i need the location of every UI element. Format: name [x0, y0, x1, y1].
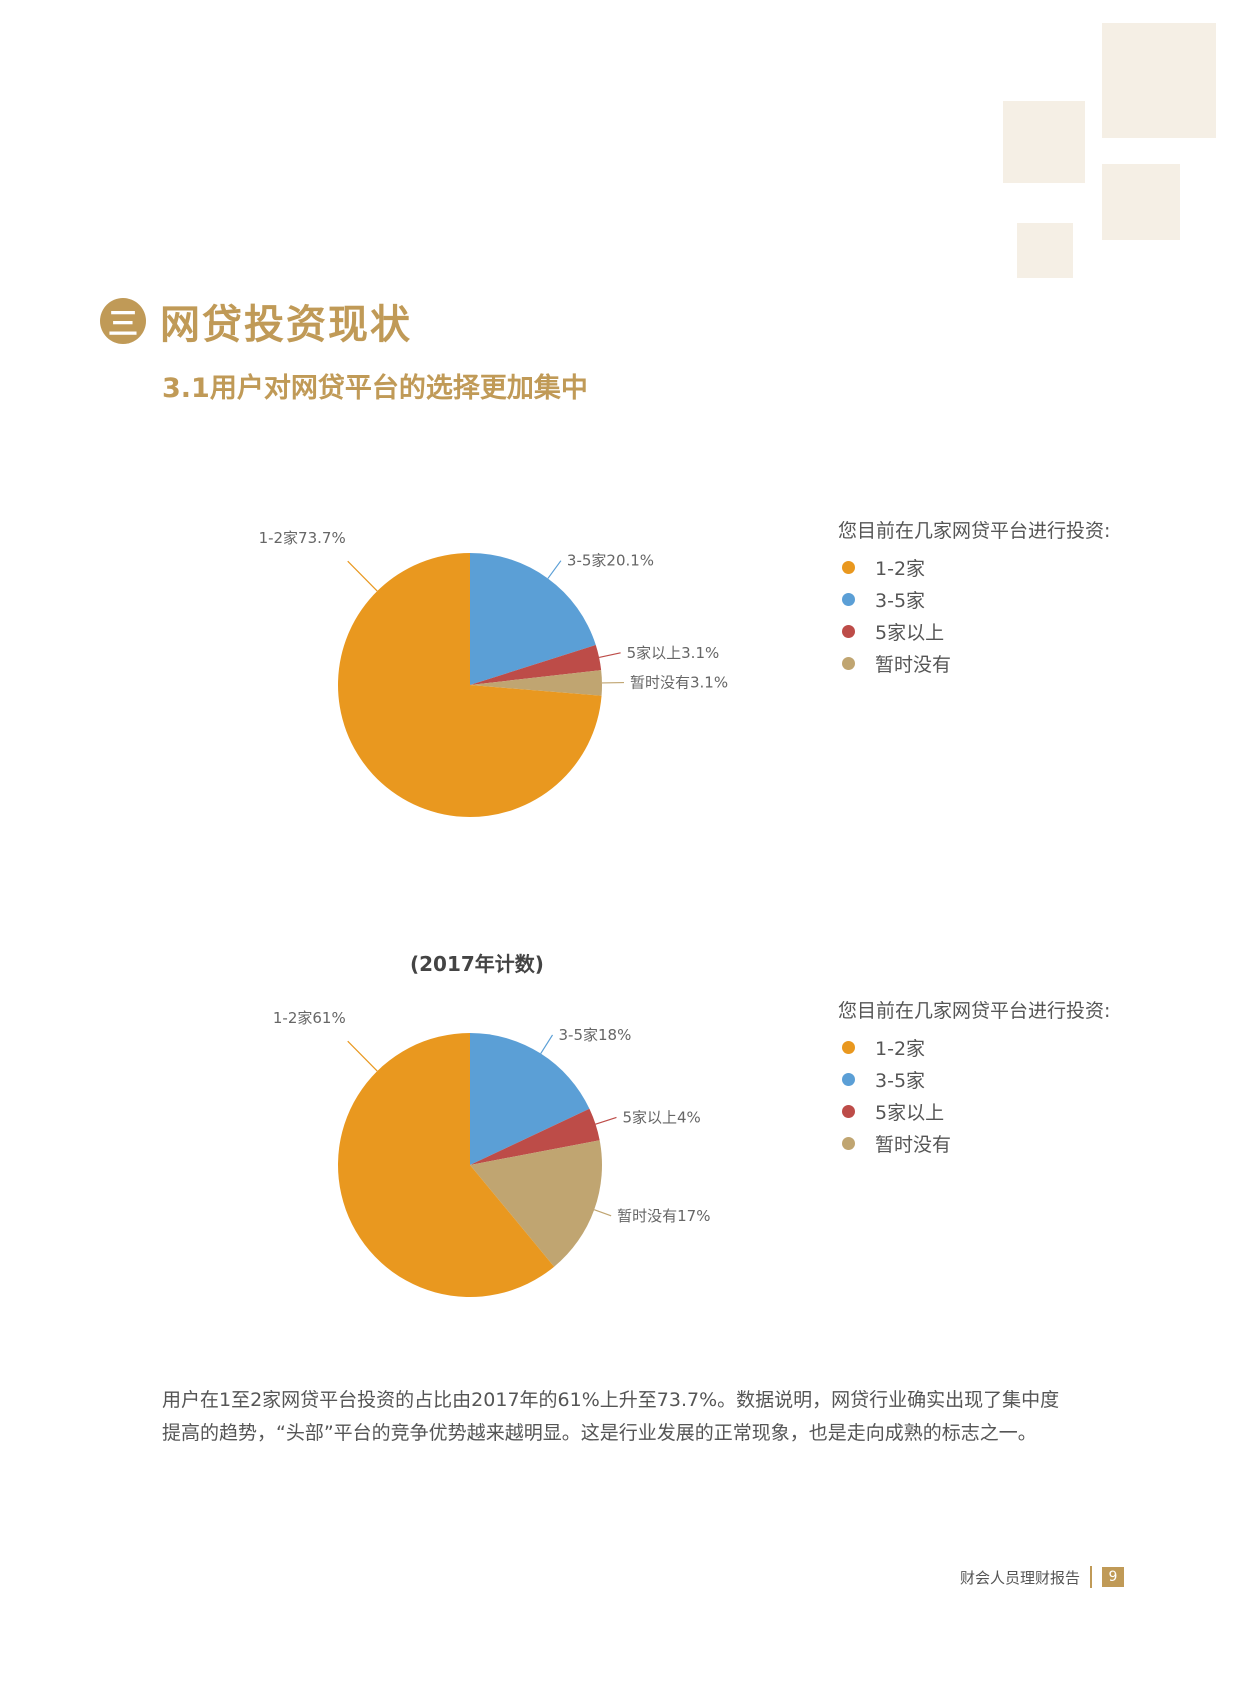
pie-slice-1-2 — [338, 1033, 555, 1297]
leader-line-5plus — [595, 1116, 617, 1125]
pie-slice-5plus — [470, 644, 602, 685]
legend-dot — [842, 1136, 855, 1150]
subsection-title: 3.1用户对网贷平台的选择更加集中 — [162, 373, 588, 404]
section-number-badge: 三 — [100, 298, 146, 344]
pie-chart-current: 3-5家20.1% 5家以上3.1% 暂时没有3.1% 1-2家73.7% — [259, 529, 728, 817]
pie-chart-2017: 3-5家18% 5家以上4% 暂时没有17% 1-2家61% — [273, 1009, 710, 1297]
legend-item-none: 暂时没有 — [838, 647, 1110, 679]
legend-dot — [842, 560, 855, 574]
legend-label: 3-5家 — [875, 589, 926, 612]
pie-label-3-5: 3-5家18% — [559, 1026, 632, 1044]
section-title: 网贷投资现状 — [160, 302, 412, 348]
leader-line-1-2 — [347, 1040, 378, 1072]
pie-label-5plus: 5家以上3.1% — [627, 644, 720, 662]
legend-dot — [842, 1072, 855, 1086]
pie-slice-3-5 — [470, 553, 596, 685]
leader-line-5plus — [598, 652, 621, 659]
legend-label: 5家以上 — [875, 1101, 945, 1124]
pie-label-3-5: 3-5家20.1% — [567, 552, 654, 570]
pie-label-5plus: 5家以上4% — [622, 1108, 700, 1126]
legend-item-1-2: 1-2家 — [838, 551, 1110, 583]
legend-label: 1-2家 — [875, 1037, 926, 1060]
legend-item-3-5: 3-5家 — [838, 583, 1110, 615]
pie-slice-3-5 — [470, 1033, 590, 1165]
decor-square-1 — [1102, 23, 1216, 138]
page-footer: 财会人员理财报告 9 — [960, 1566, 1125, 1588]
legend-label: 5家以上 — [875, 621, 945, 644]
leader-line-3-5 — [547, 560, 562, 579]
legend-dot — [842, 656, 855, 670]
body-paragraph: 用户在1至2家网贷平台投资的占比由2017年的61%上升至73.7%。数据说明，… — [162, 1384, 1142, 1450]
legend-item-1-2: 1-2家 — [838, 1031, 1110, 1063]
pie-label-none: 暂时没有3.1% — [630, 674, 728, 692]
legend-chart-current: 您目前在几家网贷平台进行投资: 1-2家 3-5家 5家以上 暂时没有 — [838, 516, 1110, 679]
legend-title: 您目前在几家网贷平台进行投资: — [838, 1000, 1111, 1022]
legend-label: 暂时没有 — [875, 1133, 952, 1156]
legend-item-none: 暂时没有 — [838, 1127, 1110, 1159]
pie-slice-1-2 — [337, 553, 602, 817]
section-header: 三 网贷投资现状 — [100, 292, 412, 350]
pie-slice-5plus — [470, 1108, 600, 1165]
chart-caption-2017: (2017年计数) — [410, 952, 544, 976]
leader-line-1-2 — [347, 560, 378, 592]
legend-item-3-5: 3-5家 — [838, 1063, 1110, 1095]
pie-slice-none — [470, 670, 602, 696]
body-line-1: 用户在1至2家网贷平台投资的占比由2017年的61%上升至73.7%。数据说明，… — [162, 1389, 1060, 1411]
legend-item-5plus: 5家以上 — [838, 615, 1110, 647]
legend-chart-2017: 您目前在几家网贷平台进行投资: 1-2家 3-5家 5家以上 暂时没有 — [838, 996, 1110, 1159]
pie-label-1-2: 1-2家73.7% — [259, 529, 346, 547]
leader-line-3-5 — [540, 1034, 554, 1054]
decor-square-4 — [1017, 223, 1073, 278]
page-number: 9 — [1102, 1567, 1125, 1587]
leader-line-none — [593, 1209, 612, 1217]
legend-label: 1-2家 — [875, 557, 926, 580]
legend-dot — [842, 592, 855, 606]
legend-item-5plus: 5家以上 — [838, 1095, 1110, 1127]
decor-square-3 — [1102, 164, 1180, 240]
legend-title: 您目前在几家网贷平台进行投资: — [838, 520, 1111, 542]
legend-label: 3-5家 — [875, 1069, 926, 1092]
pie-label-1-2: 1-2家61% — [273, 1009, 346, 1027]
decor-square-2 — [1003, 101, 1085, 183]
footer-divider — [1090, 1566, 1093, 1588]
pie-slice-none — [470, 1140, 602, 1267]
legend-dot — [842, 624, 855, 638]
legend-label: 暂时没有 — [875, 653, 952, 676]
legend-dot — [842, 1104, 855, 1118]
footer-report-title: 财会人员理财报告 — [960, 1568, 1081, 1587]
body-line-2: 提高的趋势，“头部”平台的竞争优势越来越明显。这是行业发展的正常现象，也是走向成… — [162, 1422, 1037, 1444]
legend-dot — [842, 1040, 855, 1054]
pie-label-none: 暂时没有17% — [617, 1207, 710, 1225]
